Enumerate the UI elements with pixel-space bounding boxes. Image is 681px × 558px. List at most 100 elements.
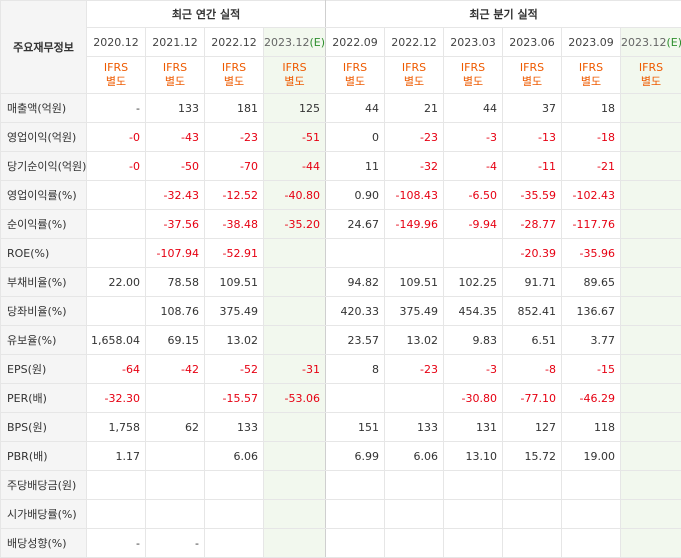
table-cell: -32	[385, 152, 444, 181]
table-cell	[205, 529, 264, 558]
period-header: 2022.12	[205, 28, 264, 57]
table-cell	[385, 471, 444, 500]
standard-separate: 별도	[284, 75, 304, 88]
standard-ifrs: IFRS	[222, 61, 246, 74]
row-label: ROE(%)	[1, 239, 87, 268]
table-cell: -32.43	[146, 181, 205, 210]
table-cell: -117.76	[562, 210, 621, 239]
table-cell: 15.72	[503, 442, 562, 471]
table-cell	[385, 384, 444, 413]
period-label: 2022.12	[391, 36, 437, 49]
table-cell	[87, 297, 146, 326]
table-cell	[621, 529, 681, 558]
table-cell	[621, 413, 681, 442]
row-label: 부채비율(%)	[1, 268, 87, 297]
table-cell: -46.29	[562, 384, 621, 413]
standard-separate: 별도	[224, 75, 244, 88]
table-cell	[562, 471, 621, 500]
table-cell: -	[146, 529, 205, 558]
table-cell: -13	[503, 123, 562, 152]
table-cell: 118	[562, 413, 621, 442]
table-cell: 18	[562, 94, 621, 123]
table-cell: 13.02	[205, 326, 264, 355]
table-cell: 62	[146, 413, 205, 442]
table-row: 주당배당금(원)	[1, 471, 681, 500]
row-label: PBR(배)	[1, 442, 87, 471]
table-cell: -0	[87, 123, 146, 152]
table-cell	[205, 471, 264, 500]
table-cell	[503, 471, 562, 500]
table-cell: 1,758	[87, 413, 146, 442]
row-label: EPS(원)	[1, 355, 87, 384]
period-label: 2023.09	[568, 36, 614, 49]
table-row: PER(배)-32.30-15.57-53.06-30.80-77.10-46.…	[1, 384, 681, 413]
table-cell	[444, 471, 503, 500]
table-row: 배당성향(%)--	[1, 529, 681, 558]
row-label: PER(배)	[1, 384, 87, 413]
table-cell: -42	[146, 355, 205, 384]
table-cell	[87, 471, 146, 500]
table-cell	[621, 210, 681, 239]
standard-ifrs: IFRS	[520, 61, 544, 74]
table-cell: 151	[326, 413, 385, 442]
row-label: 배당성향(%)	[1, 529, 87, 558]
table-cell: -149.96	[385, 210, 444, 239]
table-cell: -23	[205, 123, 264, 152]
table-cell: 1.17	[87, 442, 146, 471]
table-cell: 78.58	[146, 268, 205, 297]
table-cell	[621, 268, 681, 297]
standard-ifrs: IFRS	[461, 61, 485, 74]
table-cell	[264, 500, 326, 529]
table-cell	[385, 239, 444, 268]
table-cell: 6.06	[385, 442, 444, 471]
period-label: 2023.06	[509, 36, 555, 49]
row-label: 시가배당률(%)	[1, 500, 87, 529]
row-label: 영업이익률(%)	[1, 181, 87, 210]
table-cell	[264, 268, 326, 297]
standard-ifrs: IFRS	[343, 61, 367, 74]
table-cell: 8	[326, 355, 385, 384]
period-label: 2022.12	[211, 36, 257, 49]
table-cell: -102.43	[562, 181, 621, 210]
table-cell: -6.50	[444, 181, 503, 210]
table-cell	[146, 384, 205, 413]
table-cell: -64	[87, 355, 146, 384]
table-cell	[264, 529, 326, 558]
estimate-mark: (E)	[667, 36, 681, 49]
table-cell	[264, 297, 326, 326]
standard-ifrs: IFRS	[163, 61, 187, 74]
table-cell: -53.06	[264, 384, 326, 413]
table-cell	[444, 529, 503, 558]
table-cell: 181	[205, 94, 264, 123]
table-cell	[326, 239, 385, 268]
table-cell	[385, 500, 444, 529]
table-cell	[385, 529, 444, 558]
table-cell: 454.35	[444, 297, 503, 326]
table-cell: 44	[326, 94, 385, 123]
table-cell	[444, 500, 503, 529]
table-cell: 127	[503, 413, 562, 442]
table-cell	[621, 152, 681, 181]
table-cell: -30.80	[444, 384, 503, 413]
standard-separate: 별도	[641, 75, 661, 88]
table-cell	[264, 326, 326, 355]
table-cell	[264, 442, 326, 471]
table-cell	[621, 500, 681, 529]
standard-separate: 별도	[165, 75, 185, 88]
table-cell: 44	[444, 94, 503, 123]
period-header: 2022.09	[326, 28, 385, 57]
table-cell	[621, 94, 681, 123]
table-cell: -23	[385, 355, 444, 384]
period-header: 2020.12	[87, 28, 146, 57]
period-label: 2022.09	[332, 36, 378, 49]
table-cell: -107.94	[146, 239, 205, 268]
period-label: 2023.12	[621, 36, 667, 49]
